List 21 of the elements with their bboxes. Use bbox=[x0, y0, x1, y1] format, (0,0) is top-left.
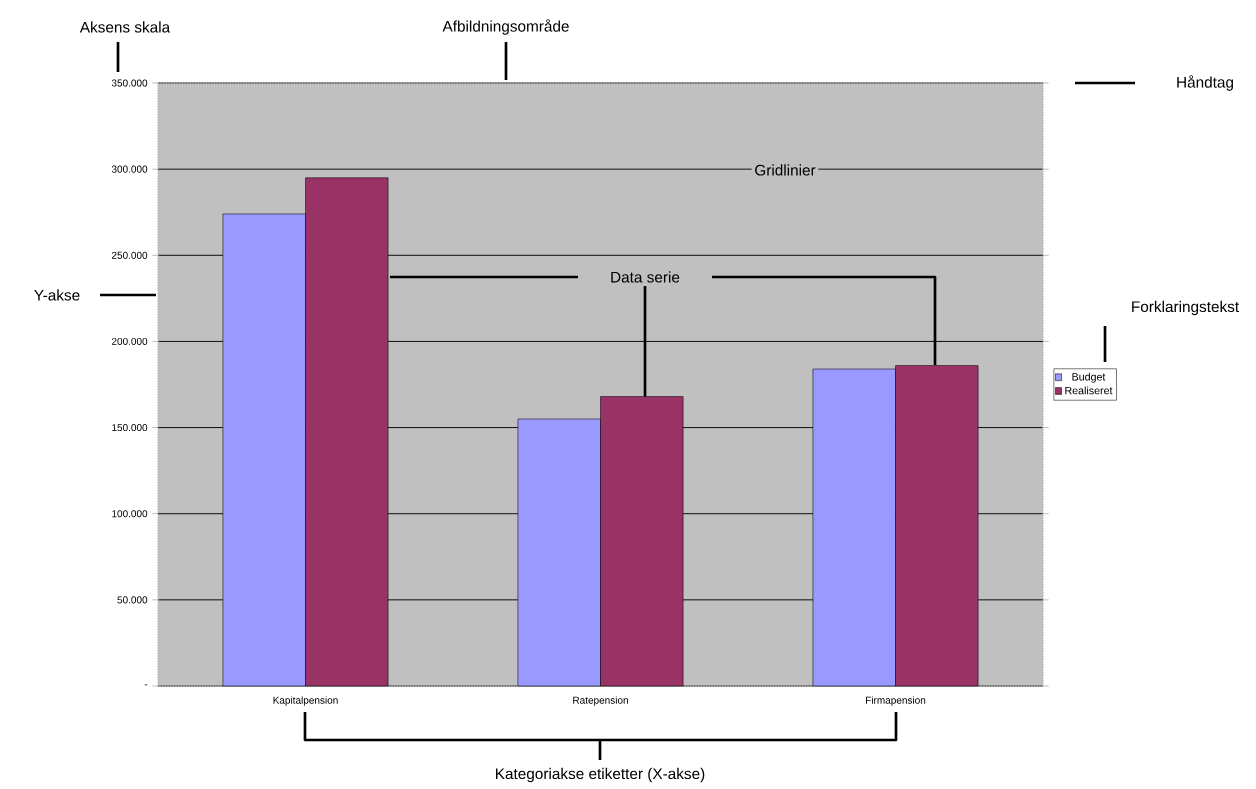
x-tick-label: Firmapension bbox=[866, 696, 926, 706]
y-tick-label: 350.000 bbox=[111, 79, 148, 87]
y-tick-label: 150.000 bbox=[112, 424, 148, 432]
text: Kategoriakse etiketter (X-akse) bbox=[496, 767, 705, 783]
x-tick-label: Kapitalpension bbox=[273, 696, 338, 706]
text: Aksens skala bbox=[79, 21, 171, 33]
y-tick-label: 250.000 bbox=[111, 251, 148, 259]
y-tick-label: - bbox=[144, 684, 148, 686]
y-tick-label: 300.000 bbox=[111, 165, 148, 173]
text: Afbildningsområde bbox=[442, 19, 569, 35]
text: Håndtag bbox=[1177, 75, 1233, 91]
legend-label: Realiseret bbox=[1065, 386, 1113, 395]
legend-label: Budget bbox=[1072, 372, 1106, 383]
y-tick-label: 200.000 bbox=[111, 337, 148, 345]
text: Forklaringstekst bbox=[1132, 300, 1239, 316]
annotation: Gridlinier bbox=[755, 164, 816, 176]
x-tick-label: Ratepension bbox=[573, 696, 628, 706]
y-tick-label: 100.000 bbox=[112, 510, 148, 518]
text: Y-akse bbox=[34, 289, 80, 301]
y-tick-label: 50.000 bbox=[117, 596, 148, 604]
annotation: Data serie bbox=[611, 271, 680, 283]
